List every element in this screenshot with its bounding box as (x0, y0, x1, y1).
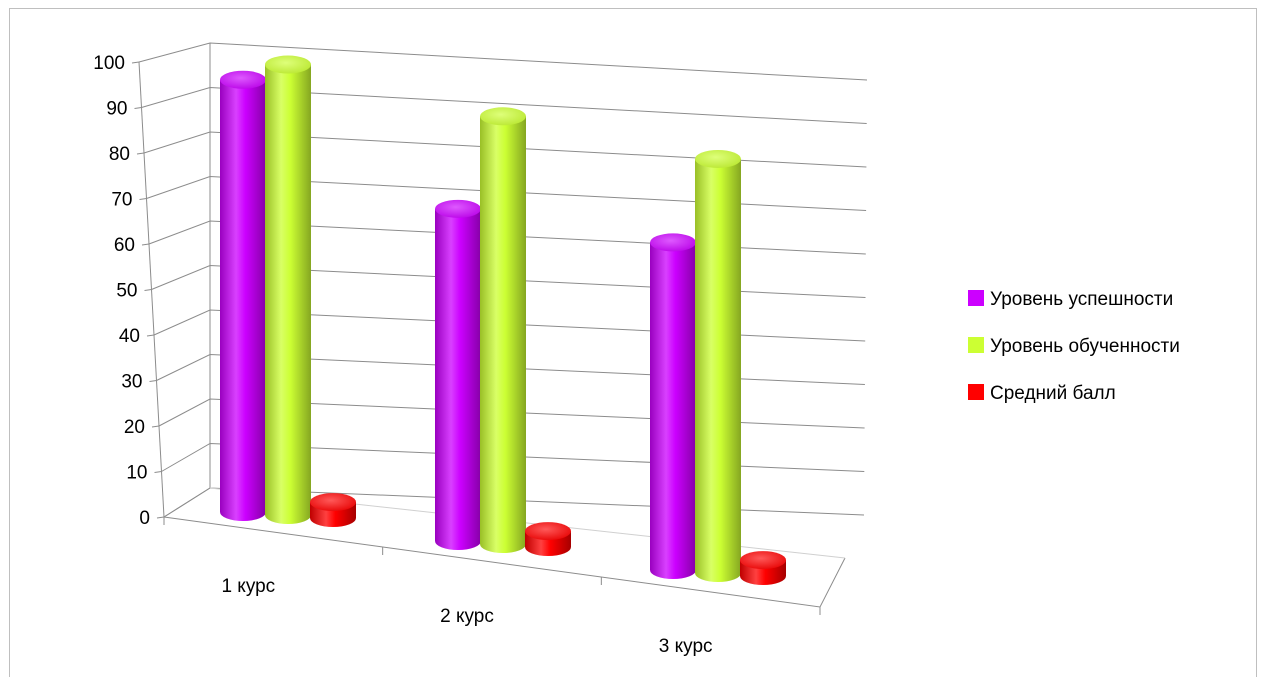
y-tick-label: 60 (114, 235, 135, 256)
y-tick-label: 50 (116, 281, 137, 302)
bar-top (310, 493, 356, 512)
bar-body (695, 158, 741, 582)
legend-item: Уровень успешности (968, 289, 1173, 310)
legend-swatch (968, 290, 984, 306)
legend-item: Средний балл (968, 383, 1116, 404)
legend: Уровень успешности Уровень обученности Сре… (968, 289, 1180, 404)
x-category-label: 3 курс (659, 636, 713, 657)
y-tick-mark (156, 516, 165, 519)
bar (435, 199, 481, 550)
x-category-label: 2 курс (440, 606, 494, 627)
bar (740, 551, 786, 585)
legend-label: Средний балл (990, 383, 1116, 404)
x-axis-categories: 1 курс 2 курс 3 курс (221, 576, 712, 657)
y-tick-label: 40 (119, 326, 140, 347)
bar-top (480, 107, 526, 126)
y-tick-label: 30 (121, 372, 142, 393)
bar-top (695, 149, 741, 168)
y-tick-mark (149, 380, 157, 382)
bar-body (650, 242, 696, 579)
legend-swatch (968, 384, 984, 400)
y-tick-mark (146, 334, 155, 337)
y-tick-mark (151, 425, 160, 428)
y-tick-mark (154, 471, 162, 473)
bar (650, 233, 696, 579)
y-tick-label: 100 (93, 53, 125, 74)
bar (695, 149, 741, 582)
bar-top (265, 55, 311, 74)
y-tick-label: 0 (139, 508, 150, 529)
legend-swatch (968, 337, 984, 353)
y-tick-mark (141, 243, 150, 246)
y-tick-label: 20 (124, 417, 145, 438)
y-tick-label: 90 (106, 99, 127, 120)
y-axis-ticks: 0 10 20 30 40 50 60 70 80 90 100 (93, 53, 150, 529)
bar (310, 493, 356, 527)
legend-item: Уровень обученности (968, 336, 1180, 357)
bar (265, 55, 311, 525)
floor-left-edge (163, 487, 211, 518)
bar (480, 107, 526, 554)
bar-top (220, 70, 266, 89)
y-tick-mark (134, 107, 142, 109)
y-tick-mark (139, 198, 147, 200)
y-tick-mark (144, 289, 152, 291)
legend-label: Уровень успешности (990, 289, 1173, 310)
bar-top (525, 522, 571, 541)
bar-body (220, 79, 266, 521)
bar-body (265, 64, 311, 525)
chart-frame (9, 8, 1257, 677)
bar-body (480, 116, 526, 554)
bar-top (740, 551, 786, 570)
x-category-label: 1 курс (221, 576, 275, 597)
legend-label: Уровень обученности (990, 336, 1180, 357)
y-axis-line (138, 61, 165, 518)
bar-top (435, 199, 481, 218)
y-tick-mark (131, 61, 140, 64)
y-tick-label: 10 (126, 463, 147, 484)
y-tick-label: 70 (111, 190, 132, 211)
bars (220, 55, 786, 585)
y-tick-label: 80 (109, 144, 130, 165)
bar (220, 70, 266, 521)
bar-body (435, 208, 481, 550)
y-tick-mark (136, 152, 145, 155)
bar (525, 522, 571, 556)
bar-top (650, 233, 696, 252)
